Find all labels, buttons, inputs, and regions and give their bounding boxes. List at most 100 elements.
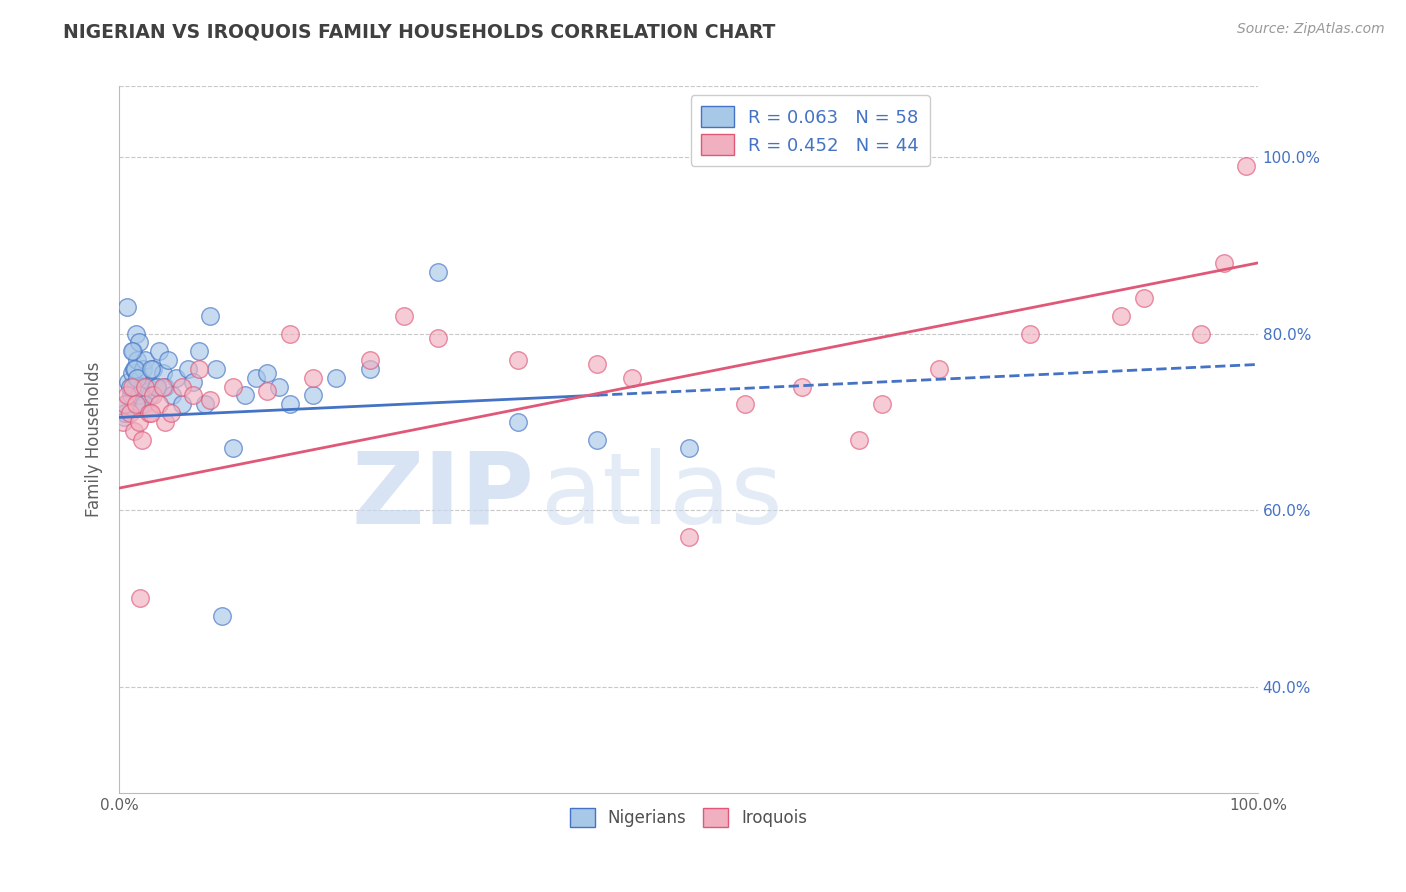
Point xyxy=(112,410,135,425)
Point xyxy=(170,397,193,411)
Point xyxy=(121,379,143,393)
Point xyxy=(586,358,609,372)
Point xyxy=(200,309,222,323)
Point xyxy=(125,326,148,341)
Point xyxy=(233,388,256,402)
Point xyxy=(176,362,198,376)
Point xyxy=(153,379,176,393)
Point xyxy=(1236,159,1258,173)
Point xyxy=(134,379,156,393)
Point xyxy=(222,379,245,393)
Point xyxy=(128,415,150,429)
Point xyxy=(115,300,138,314)
Point xyxy=(134,384,156,398)
Point xyxy=(620,370,643,384)
Point xyxy=(132,362,155,376)
Point xyxy=(134,353,156,368)
Point xyxy=(152,379,174,393)
Point xyxy=(427,265,450,279)
Point xyxy=(120,388,142,402)
Point xyxy=(117,375,139,389)
Point xyxy=(146,379,169,393)
Point xyxy=(1212,256,1234,270)
Point xyxy=(325,370,347,384)
Point xyxy=(205,362,228,376)
Text: Source: ZipAtlas.com: Source: ZipAtlas.com xyxy=(1237,22,1385,37)
Point xyxy=(114,397,136,411)
Point xyxy=(359,362,381,376)
Point xyxy=(145,379,167,393)
Point xyxy=(200,392,222,407)
Point xyxy=(141,362,163,376)
Y-axis label: Family Households: Family Households xyxy=(86,362,103,517)
Point xyxy=(128,591,150,606)
Point xyxy=(278,326,301,341)
Point xyxy=(148,397,170,411)
Point xyxy=(181,375,204,389)
Point xyxy=(1189,326,1212,341)
Point xyxy=(506,353,529,368)
Point xyxy=(159,406,181,420)
Point xyxy=(139,388,162,402)
Point xyxy=(118,379,141,393)
Point xyxy=(129,397,152,411)
Point xyxy=(125,370,148,384)
Point xyxy=(1109,309,1132,323)
Point xyxy=(131,433,153,447)
Point xyxy=(127,353,149,368)
Text: NIGERIAN VS IROQUOIS FAMILY HOUSEHOLDS CORRELATION CHART: NIGERIAN VS IROQUOIS FAMILY HOUSEHOLDS C… xyxy=(63,22,776,41)
Point xyxy=(131,379,153,393)
Point xyxy=(115,397,138,411)
Point xyxy=(142,388,165,402)
Point xyxy=(188,362,211,376)
Point xyxy=(392,309,415,323)
Point xyxy=(194,397,217,411)
Point xyxy=(1133,291,1156,305)
Point xyxy=(122,424,145,438)
Point xyxy=(165,370,187,384)
Point xyxy=(928,362,950,376)
Point xyxy=(222,442,245,456)
Point xyxy=(211,609,233,624)
Point xyxy=(118,406,141,420)
Point xyxy=(160,388,183,402)
Point xyxy=(359,353,381,368)
Point xyxy=(128,388,150,402)
Point xyxy=(1019,326,1042,341)
Point xyxy=(152,366,174,380)
Point xyxy=(115,388,138,402)
Point xyxy=(124,362,146,376)
Point xyxy=(128,370,150,384)
Point xyxy=(256,366,278,380)
Point xyxy=(256,384,278,398)
Point xyxy=(132,397,155,411)
Point xyxy=(506,415,529,429)
Point xyxy=(188,344,211,359)
Point xyxy=(114,406,136,420)
Text: atlas: atlas xyxy=(540,448,782,544)
Point xyxy=(586,433,609,447)
Point xyxy=(111,415,134,429)
Point xyxy=(245,370,267,384)
Point xyxy=(678,530,700,544)
Point xyxy=(792,379,814,393)
Point xyxy=(142,362,165,376)
Point xyxy=(267,379,290,393)
Point xyxy=(153,415,176,429)
Point xyxy=(148,344,170,359)
Point xyxy=(122,344,145,359)
Legend: Nigerians, Iroquois: Nigerians, Iroquois xyxy=(562,801,814,834)
Point xyxy=(181,388,204,402)
Point xyxy=(734,397,756,411)
Point xyxy=(301,370,323,384)
Point xyxy=(124,379,146,393)
Point xyxy=(138,406,160,420)
Point xyxy=(157,353,180,368)
Point xyxy=(427,331,450,345)
Point xyxy=(301,388,323,402)
Point xyxy=(121,344,143,359)
Text: ZIP: ZIP xyxy=(352,448,534,544)
Point xyxy=(848,433,870,447)
Point xyxy=(125,397,148,411)
Point xyxy=(121,366,143,380)
